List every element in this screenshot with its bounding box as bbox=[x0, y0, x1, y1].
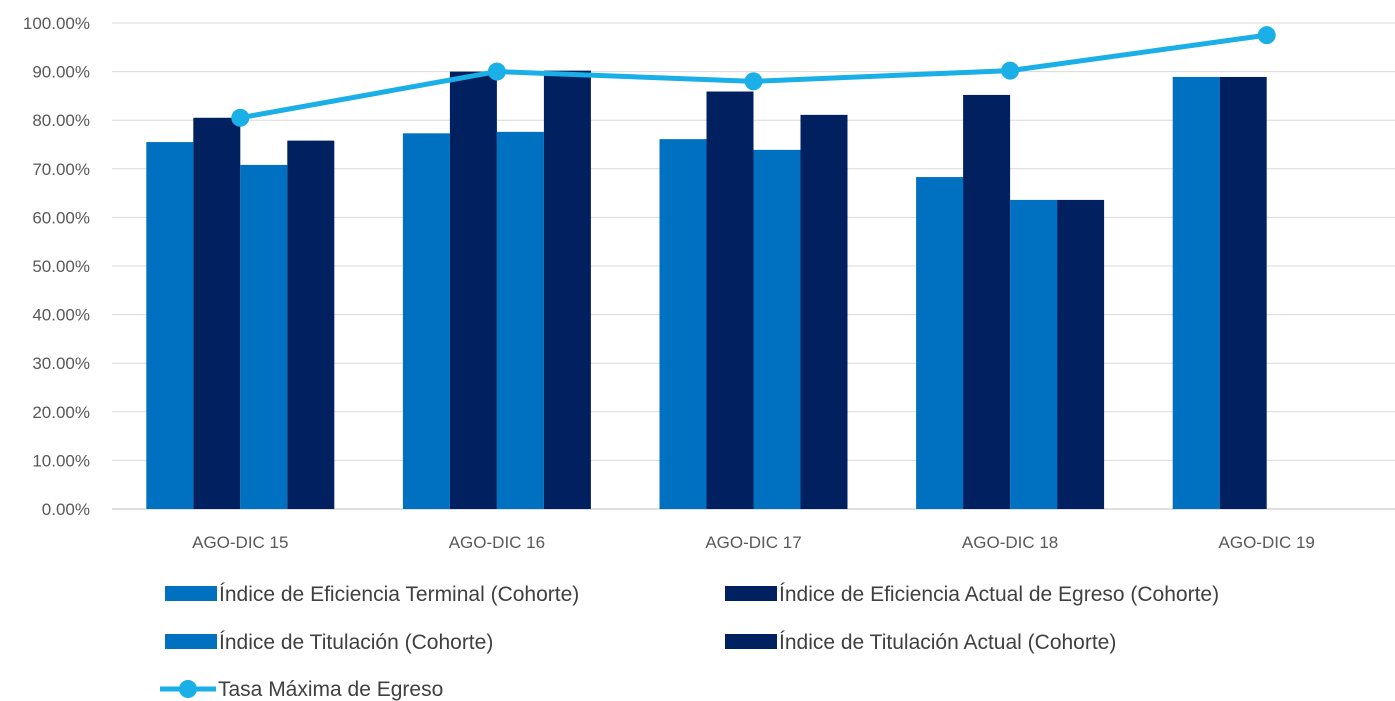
bar bbox=[963, 94, 1011, 509]
y-tick-label: 80.00% bbox=[32, 111, 90, 130]
bars bbox=[146, 70, 1267, 510]
x-tick-label: AGO-DIC 19 bbox=[1219, 533, 1315, 552]
y-axis-ticks: 0.00% 10.00% 20.00% 30.00% 40.00% 50.00% 60.00… bbox=[23, 14, 90, 519]
bar bbox=[146, 142, 194, 509]
y-tick-label: 100.00% bbox=[23, 14, 90, 33]
bar bbox=[193, 117, 241, 510]
y-tick-label: 70.00% bbox=[32, 160, 90, 179]
y-tick-label: 60.00% bbox=[32, 208, 90, 227]
bar bbox=[543, 70, 591, 510]
y-tick-label: 30.00% bbox=[32, 354, 90, 373]
line-point bbox=[1001, 61, 1020, 80]
bar bbox=[449, 71, 497, 509]
legend-swatch bbox=[165, 586, 217, 601]
line-series bbox=[231, 26, 1276, 127]
legend-label: Tasa Máxima de Egreso bbox=[218, 678, 443, 701]
line-point bbox=[231, 108, 250, 127]
bar bbox=[1219, 76, 1267, 510]
y-tick-label: 20.00% bbox=[32, 403, 90, 422]
y-tick-label: 0.00% bbox=[42, 500, 90, 519]
y-tick-label: 10.00% bbox=[32, 451, 90, 470]
bar bbox=[1057, 199, 1105, 510]
line-point bbox=[487, 62, 506, 81]
y-tick-label: 50.00% bbox=[32, 257, 90, 276]
x-tick-label: AGO-DIC 18 bbox=[962, 533, 1058, 552]
bar bbox=[240, 164, 288, 510]
bar bbox=[916, 177, 964, 509]
legend: Índice de Eficiencia Terminal (Cohorte) Í… bbox=[160, 583, 1219, 701]
x-axis-ticks: AGO-DIC 15 AGO-DIC 16 AGO-DIC 17 AGO-DIC 18… bbox=[192, 533, 1315, 552]
bar bbox=[1172, 76, 1220, 510]
bar bbox=[753, 149, 801, 509]
bar bbox=[800, 114, 848, 509]
bar bbox=[496, 131, 544, 509]
y-tick-label: 90.00% bbox=[32, 63, 90, 82]
legend-item: Tasa Máxima de Egreso bbox=[160, 678, 443, 701]
x-tick-label: AGO-DIC 17 bbox=[705, 533, 801, 552]
legend-item: Índice de Eficiencia Terminal (Cohorte) bbox=[165, 583, 579, 606]
x-tick-label: AGO-DIC 15 bbox=[192, 533, 288, 552]
bar bbox=[659, 139, 707, 510]
y-tick-label: 40.00% bbox=[32, 306, 90, 325]
bar bbox=[287, 140, 335, 509]
legend-label: Índice de Titulación (Cohorte) bbox=[219, 631, 493, 654]
line-point bbox=[744, 72, 763, 91]
x-tick-label: AGO-DIC 16 bbox=[449, 533, 545, 552]
line-point bbox=[1257, 26, 1276, 45]
bar bbox=[1010, 199, 1058, 510]
legend-swatch bbox=[725, 586, 777, 601]
legend-item: Índice de Eficiencia Actual de Egreso (C… bbox=[725, 583, 1219, 606]
legend-swatch bbox=[725, 634, 777, 649]
legend-swatch bbox=[165, 634, 217, 649]
legend-label: Índice de Eficiencia Actual de Egreso (C… bbox=[779, 583, 1219, 606]
legend-label: Índice de Titulación Actual (Cohorte) bbox=[779, 631, 1116, 654]
bar bbox=[706, 91, 754, 509]
bar bbox=[402, 133, 450, 509]
legend-swatch-marker bbox=[179, 680, 197, 698]
legend-item: Índice de Titulación Actual (Cohorte) bbox=[725, 631, 1116, 654]
legend-label: Índice de Eficiencia Terminal (Cohorte) bbox=[219, 583, 579, 606]
legend-item: Índice de Titulación (Cohorte) bbox=[165, 631, 493, 654]
